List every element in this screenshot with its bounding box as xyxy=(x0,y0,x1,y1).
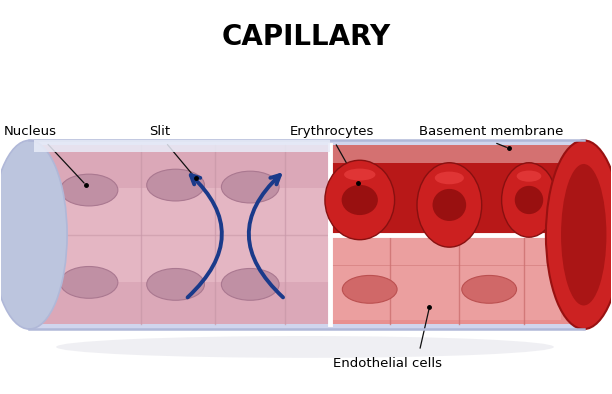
Ellipse shape xyxy=(462,275,517,303)
Text: Basement membrane: Basement membrane xyxy=(419,125,564,138)
FancyBboxPatch shape xyxy=(34,188,330,282)
Ellipse shape xyxy=(222,171,279,203)
Ellipse shape xyxy=(561,173,612,247)
Ellipse shape xyxy=(502,163,556,237)
Ellipse shape xyxy=(60,266,118,298)
Ellipse shape xyxy=(222,268,279,300)
Ellipse shape xyxy=(515,186,543,214)
FancyBboxPatch shape xyxy=(29,145,330,324)
Ellipse shape xyxy=(433,189,466,221)
Text: CAPILLARY: CAPILLARY xyxy=(222,23,390,51)
Text: Nucleus: Nucleus xyxy=(4,125,56,138)
Ellipse shape xyxy=(546,140,612,329)
FancyArrowPatch shape xyxy=(188,175,222,297)
Text: Slit: Slit xyxy=(149,125,170,138)
Text: Erythrocytes: Erythrocytes xyxy=(290,125,375,138)
FancyBboxPatch shape xyxy=(330,145,584,235)
Ellipse shape xyxy=(417,163,482,247)
Ellipse shape xyxy=(344,169,375,180)
Ellipse shape xyxy=(147,169,204,201)
FancyBboxPatch shape xyxy=(330,145,584,163)
Ellipse shape xyxy=(60,174,118,206)
FancyBboxPatch shape xyxy=(330,235,584,324)
Ellipse shape xyxy=(56,336,554,358)
Text: Endothelial cells: Endothelial cells xyxy=(333,357,442,370)
FancyBboxPatch shape xyxy=(34,140,330,152)
Ellipse shape xyxy=(325,160,395,240)
FancyArrowPatch shape xyxy=(249,175,283,297)
Ellipse shape xyxy=(342,275,397,303)
FancyBboxPatch shape xyxy=(332,238,561,320)
Ellipse shape xyxy=(0,140,67,329)
FancyBboxPatch shape xyxy=(29,140,584,329)
Ellipse shape xyxy=(561,164,606,305)
Ellipse shape xyxy=(341,185,378,215)
Ellipse shape xyxy=(435,172,464,184)
Ellipse shape xyxy=(517,171,541,182)
Ellipse shape xyxy=(147,268,204,300)
